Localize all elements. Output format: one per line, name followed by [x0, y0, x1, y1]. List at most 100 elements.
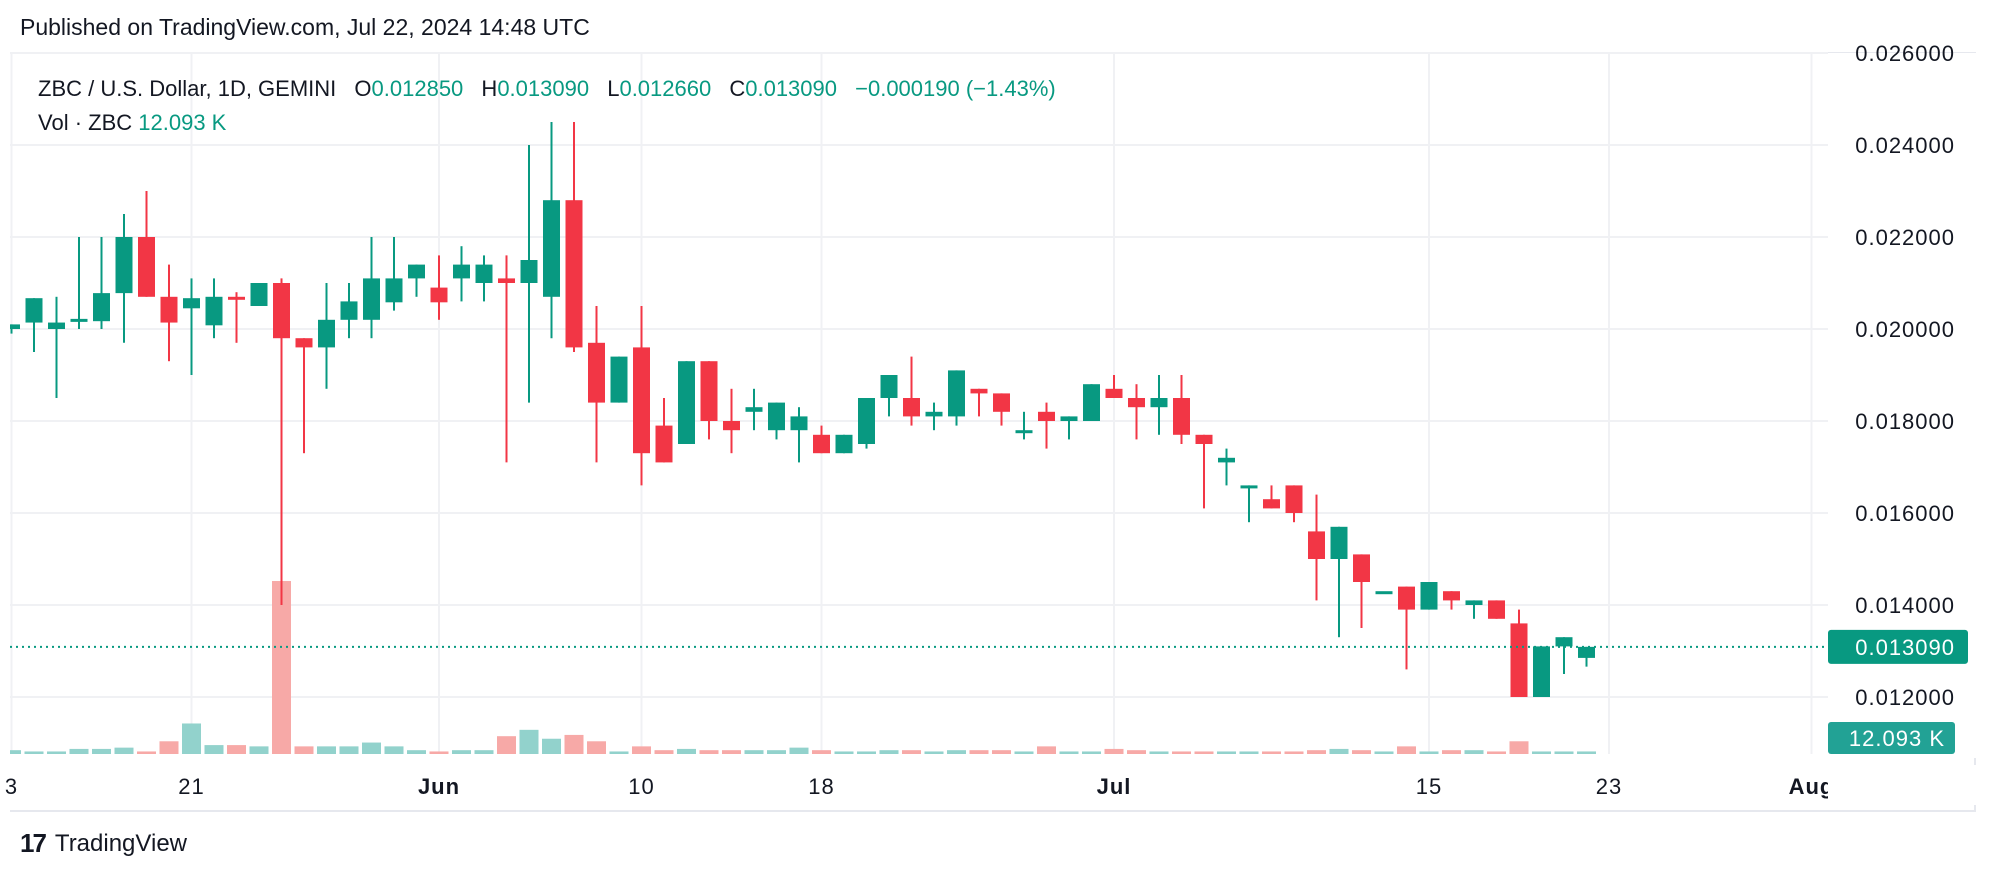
candle[interactable] — [93, 237, 110, 329]
candle[interactable] — [1240, 485, 1258, 523]
candle[interactable] — [1285, 485, 1303, 523]
candle[interactable] — [880, 375, 898, 417]
candle[interactable] — [1038, 402, 1055, 449]
candle[interactable] — [790, 407, 808, 463]
candle[interactable] — [48, 296, 65, 398]
volume-bar — [699, 750, 719, 754]
candle[interactable] — [3, 324, 20, 334]
candle[interactable] — [25, 298, 43, 352]
volume-bar — [1262, 751, 1281, 754]
candle[interactable] — [1015, 411, 1033, 440]
candle[interactable] — [475, 255, 493, 302]
time-tick-label: 15 — [1416, 774, 1442, 799]
candle[interactable] — [858, 398, 875, 449]
candle[interactable] — [1578, 646, 1595, 667]
candle[interactable] — [1353, 554, 1370, 628]
candle[interactable] — [970, 388, 988, 417]
candle[interactable] — [1398, 586, 1415, 670]
volume-bar — [744, 750, 764, 754]
candle[interactable] — [1443, 591, 1460, 610]
candle[interactable] — [1218, 448, 1235, 486]
candle[interactable] — [745, 388, 763, 431]
candle-body — [520, 260, 538, 283]
candle[interactable] — [993, 393, 1010, 426]
candle[interactable] — [610, 356, 628, 403]
last-volume-label: 12.093 K — [1849, 726, 1945, 751]
candle-body — [93, 293, 110, 322]
candle[interactable] — [1195, 434, 1213, 509]
candle[interactable] — [1330, 526, 1348, 638]
candle-body — [1105, 388, 1123, 398]
candle[interactable] — [430, 255, 448, 320]
volume-bar — [137, 751, 156, 754]
low-label: L — [607, 76, 620, 101]
candle[interactable] — [183, 278, 200, 375]
volume-bar — [249, 746, 269, 754]
symbol-title[interactable]: ZBC / U.S. Dollar, 1D, GEMINI — [38, 76, 337, 101]
candle[interactable] — [1375, 591, 1393, 595]
candle[interactable] — [1420, 582, 1438, 610]
volume-bar — [429, 751, 449, 754]
candle[interactable] — [115, 214, 133, 343]
candle[interactable] — [498, 255, 515, 463]
candle[interactable] — [228, 292, 245, 343]
volume-bar — [1577, 751, 1596, 754]
candle[interactable] — [1465, 600, 1483, 619]
candle[interactable] — [1263, 485, 1280, 509]
volume-bar — [317, 746, 336, 754]
candle[interactable] — [273, 278, 290, 605]
candle[interactable] — [835, 434, 853, 454]
candle[interactable] — [295, 338, 313, 454]
candle[interactable] — [1488, 600, 1505, 619]
ohlc-legend: ZBC / U.S. Dollar, 1D, GEMINI O0.012850 … — [38, 76, 1056, 102]
close-value: 0.013090 — [745, 76, 837, 101]
candle[interactable] — [1150, 375, 1168, 435]
candle[interactable] — [1105, 375, 1123, 398]
candle[interactable] — [723, 388, 740, 454]
candle-body — [1353, 554, 1370, 582]
candle-body — [1398, 586, 1415, 610]
volume-bar — [47, 751, 66, 754]
candle[interactable] — [543, 122, 560, 339]
candle[interactable] — [1510, 609, 1528, 697]
candle[interactable] — [70, 237, 88, 329]
candle[interactable] — [340, 283, 358, 339]
candle[interactable] — [1173, 375, 1190, 444]
candle[interactable] — [520, 145, 538, 403]
candle[interactable] — [588, 306, 605, 463]
candle[interactable] — [678, 361, 695, 444]
candle[interactable] — [1128, 384, 1145, 440]
candle[interactable] — [1308, 494, 1325, 601]
candle[interactable] — [318, 283, 335, 389]
candle[interactable] — [813, 425, 830, 454]
candle[interactable] — [1060, 416, 1078, 440]
candle[interactable] — [565, 122, 583, 352]
candle[interactable] — [903, 356, 920, 426]
time-tick-label: 10 — [628, 774, 654, 799]
candle[interactable] — [1555, 637, 1573, 674]
candle[interactable] — [408, 264, 425, 297]
candle[interactable] — [633, 306, 650, 486]
candle[interactable] — [1533, 646, 1550, 697]
candle-body — [1488, 600, 1505, 619]
candle-body — [25, 298, 43, 323]
candle[interactable] — [1083, 384, 1100, 421]
candle[interactable] — [363, 237, 380, 339]
candle-body — [880, 375, 898, 398]
candle[interactable] — [768, 402, 785, 440]
volume-bar — [542, 738, 561, 754]
candle[interactable] — [453, 246, 470, 302]
candle[interactable] — [160, 264, 178, 362]
candle-body — [925, 411, 943, 417]
candle[interactable] — [700, 361, 718, 440]
candle[interactable] — [925, 402, 943, 431]
volume-label[interactable]: Vol · ZBC — [38, 110, 133, 135]
candle[interactable] — [655, 398, 673, 463]
candle[interactable] — [948, 370, 965, 426]
candle[interactable] — [385, 237, 403, 311]
candle[interactable] — [138, 191, 155, 297]
candle[interactable] — [205, 278, 223, 339]
candle[interactable] — [250, 283, 268, 306]
candle-body — [205, 296, 223, 326]
